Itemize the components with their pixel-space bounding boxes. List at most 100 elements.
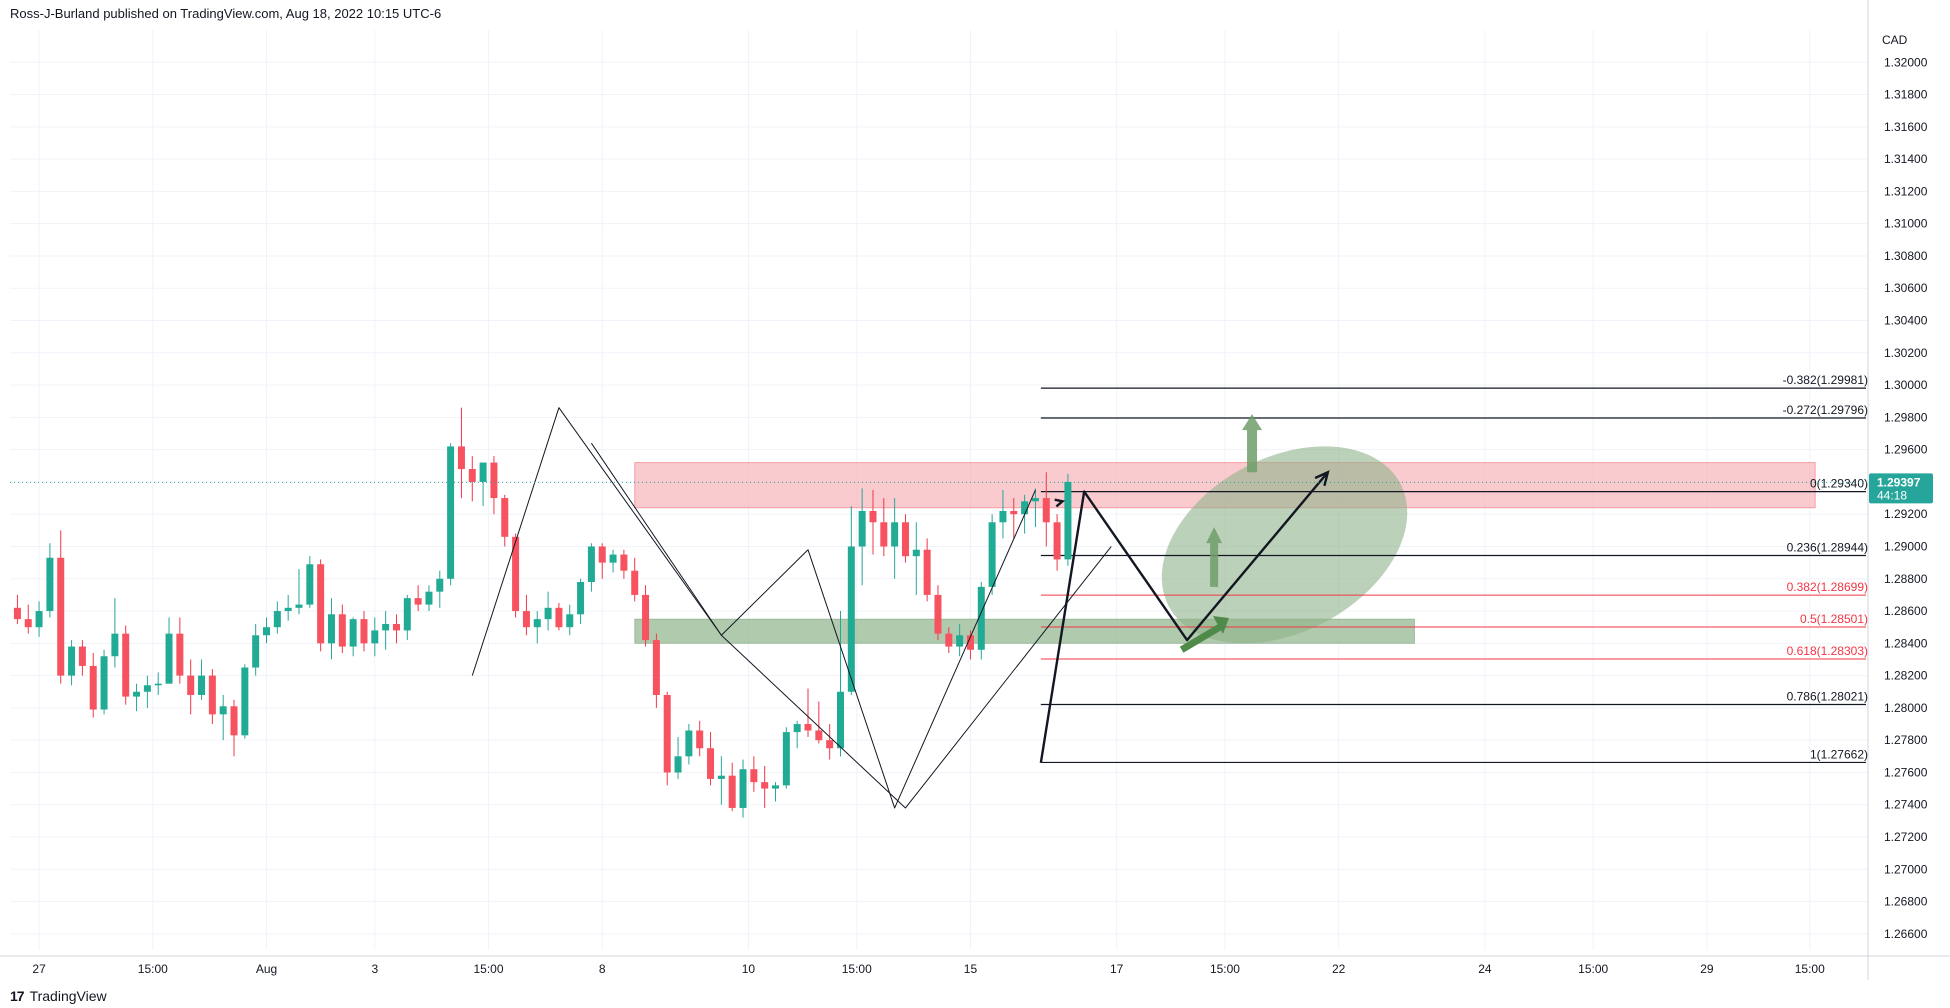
candle-body [78, 646, 86, 666]
candle-body [35, 611, 43, 628]
fib-level-label: -0.272(1.29796) [1783, 403, 1868, 417]
x-tick-label: 10 [742, 962, 756, 976]
candle-body [999, 510, 1007, 523]
candle-body [880, 522, 888, 547]
candle-body [696, 730, 704, 749]
candle-body [1064, 481, 1072, 560]
y-tick-label: 1.28200 [1884, 669, 1928, 683]
current-price-value: 1.29397 [1877, 475, 1921, 489]
candle-body [901, 522, 909, 557]
fib-level-label: 0.5(1.28501) [1800, 612, 1868, 626]
y-tick-label: 1.30400 [1884, 314, 1928, 328]
candle-body [793, 724, 801, 733]
candle-body [1010, 510, 1018, 515]
candle-body [219, 706, 227, 715]
x-tick-label: 24 [1478, 962, 1492, 976]
candle-body [143, 685, 151, 692]
candle-body [295, 604, 303, 608]
candle-body [566, 614, 574, 628]
candle-body [198, 675, 206, 695]
candle-body [154, 683, 162, 686]
y-tick-label: 1.30000 [1884, 378, 1928, 392]
continuation-up-arrow-icon [1206, 527, 1223, 587]
candle-body [468, 469, 476, 482]
y-tick-label: 1.28800 [1884, 572, 1928, 586]
x-tick-label: 27 [32, 962, 46, 976]
candle-body [349, 619, 357, 647]
grid-layer [10, 30, 1868, 950]
candle-body [46, 557, 54, 612]
candle-body [522, 611, 530, 628]
candle-body [501, 498, 509, 537]
candle-body [750, 769, 758, 783]
y-tick-label: 1.31400 [1884, 152, 1928, 166]
candle-body [111, 633, 119, 657]
candle-body [609, 554, 617, 563]
y-tick-label: 1.26600 [1884, 927, 1928, 941]
candle-body [447, 446, 455, 579]
y-tick-label: 1.32000 [1884, 55, 1928, 69]
candle-body [717, 775, 725, 779]
y-tick-label: 1.29800 [1884, 410, 1928, 424]
candle-body [631, 570, 639, 595]
candle-body [533, 619, 541, 628]
candle-body [782, 732, 790, 786]
candle-body [284, 607, 292, 612]
publish-header: Ross-J-Burland published on TradingView.… [10, 6, 442, 21]
candle-body [923, 549, 931, 595]
y-tick-label: 1.31200 [1884, 184, 1928, 198]
x-tick-label: 15:00 [1795, 962, 1825, 976]
candle-body [728, 775, 736, 808]
current-price-countdown: 44:18 [1877, 488, 1907, 502]
x-tick-label: Aug [256, 962, 277, 976]
candle-body [1053, 522, 1061, 560]
tradingview-footer[interactable]: 17 TradingView [10, 988, 107, 1004]
candle-body [122, 633, 130, 697]
candle-body [479, 462, 487, 482]
candle-body [826, 740, 834, 749]
candle-body [403, 598, 411, 631]
candle-body [804, 724, 812, 731]
x-tick-label: 8 [599, 962, 606, 976]
fib-level-label: 0.382(1.28699) [1787, 580, 1868, 594]
candle-body [836, 691, 844, 749]
fib-level-label: 0.618(1.28303) [1787, 644, 1868, 658]
fib-level-label: -0.382(1.29981) [1783, 373, 1868, 387]
candle-body [133, 691, 141, 697]
y-tick-label: 1.30200 [1884, 346, 1928, 360]
candle-body [977, 586, 985, 650]
tradingview-brand: TradingView [29, 988, 107, 1004]
candle-body [68, 646, 76, 676]
x-tick-label: 15:00 [842, 962, 872, 976]
candle-body [89, 665, 97, 710]
y-tick-label: 1.27400 [1884, 798, 1928, 812]
x-tick-label: 17 [1110, 962, 1124, 976]
candle-body [230, 706, 238, 736]
candle-body [674, 756, 682, 773]
y-tick-label: 1.28400 [1884, 636, 1928, 650]
candle-body [187, 675, 195, 695]
x-tick-label: 29 [1700, 962, 1714, 976]
x-tick-label: 15:00 [138, 962, 168, 976]
bold-zigzag-arrowhead [1314, 470, 1330, 487]
candle-body [360, 619, 368, 644]
candle-body [382, 623, 390, 631]
y-tick-label: 1.31800 [1884, 88, 1928, 102]
fib-levels: -0.382(1.29981) -0.272(1.29796) 0(1.29340)… [1040, 373, 1868, 764]
candle-body [663, 694, 671, 773]
candle-body [100, 656, 108, 710]
candle-body [847, 546, 855, 692]
zone-layer [634, 446, 1816, 644]
support-bounce-arrow-icon [1212, 615, 1229, 634]
target-up-arrow-icon [1242, 414, 1263, 473]
candle-body [24, 619, 32, 628]
candle-body [392, 623, 400, 631]
candle-body [945, 633, 953, 647]
y-tick-label: 1.27600 [1884, 765, 1928, 779]
thin-zigzag-arrowhead [1054, 498, 1066, 508]
candle-body [57, 557, 65, 676]
candle-body [338, 614, 346, 647]
candle-body [620, 554, 628, 571]
candle-body [652, 640, 660, 695]
